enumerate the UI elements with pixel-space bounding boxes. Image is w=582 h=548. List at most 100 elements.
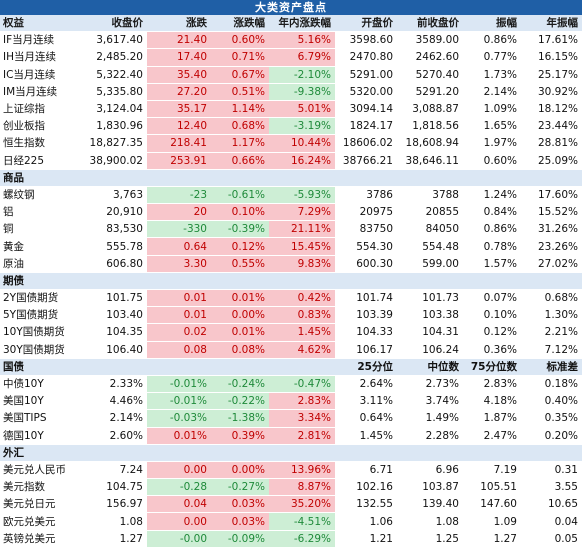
table-cell: 1.17% xyxy=(211,134,269,153)
column-header xyxy=(335,169,397,187)
table-cell: 2462.60 xyxy=(397,48,463,67)
column-header xyxy=(85,444,147,462)
row-label: 上证综指 xyxy=(0,100,85,119)
column-header xyxy=(269,358,335,376)
column-header: 年振幅 xyxy=(521,15,582,33)
row-label: 中债10Y xyxy=(0,375,85,394)
column-header xyxy=(85,358,147,376)
table-cell: 104.75 xyxy=(85,478,147,497)
column-header xyxy=(397,169,463,187)
section-header-row: 期债 xyxy=(0,272,582,291)
table-cell: -0.01% xyxy=(147,392,211,411)
section-title: 期债 xyxy=(0,272,85,291)
column-header: 年内涨跌幅 xyxy=(269,15,335,33)
table-cell: -0.24% xyxy=(211,375,269,394)
table-cell: -9.38% xyxy=(269,83,335,101)
column-header: 75分位数 xyxy=(463,358,521,376)
row-label: 美元指数 xyxy=(0,478,85,497)
table-cell: 7.19 xyxy=(463,461,521,480)
table-cell: 1.08 xyxy=(397,512,463,531)
data-table: 权益 收盘价 涨跌 涨跌幅 年内涨跌幅 开盘价 前收盘价 振幅 年振幅 IF当月连续 3,617.4… xyxy=(0,15,582,548)
table-cell: -5.93% xyxy=(269,186,335,205)
table-cell: 21.40 xyxy=(147,31,211,50)
table-cell: 0.39% xyxy=(211,427,269,445)
table-row: 美元指数 104.75 -0.28 -0.27% 8.87% 102.16 103.87 10… xyxy=(0,478,582,497)
table-cell: 3589.00 xyxy=(397,31,463,50)
table-cell: 101.74 xyxy=(335,289,397,308)
table-cell: 6.79% xyxy=(269,48,335,67)
table-cell: 12.40 xyxy=(147,117,211,136)
table-cell: 106.17 xyxy=(335,341,397,359)
table-cell: 0.01% xyxy=(147,427,211,445)
table-cell: 3598.60 xyxy=(335,31,397,50)
table-cell: 0.01 xyxy=(147,289,211,308)
table-cell: 0.04 xyxy=(521,512,582,531)
table-row: IF当月连续 3,617.40 21.40 0.60% 5.16% 3598.60 3589… xyxy=(0,31,582,50)
column-header: 中位数 xyxy=(397,358,463,376)
table-cell: 83,530 xyxy=(85,220,147,239)
row-label: 日经225 xyxy=(0,152,85,170)
table-cell: 84050 xyxy=(397,220,463,239)
table-cell: 1,818.56 xyxy=(397,117,463,136)
table-cell: 5291.00 xyxy=(335,66,397,84)
column-header: 收盘价 xyxy=(85,15,147,33)
table-cell: 0.12% xyxy=(463,323,521,342)
table-cell: 147.60 xyxy=(463,495,521,514)
table-cell: 2.28% xyxy=(397,427,463,445)
table-cell: 0.12% xyxy=(211,237,269,256)
section-title: 商品 xyxy=(0,169,85,187)
table-cell: -0.47% xyxy=(269,375,335,394)
table-cell: 17.40 xyxy=(147,48,211,67)
table-cell: 7.24 xyxy=(85,461,147,480)
table-cell: 0.67% xyxy=(211,66,269,84)
table-cell: 3,617.40 xyxy=(85,31,147,50)
table-cell: -0.09% xyxy=(211,530,269,548)
table-cell: 20 xyxy=(147,203,211,222)
table-cell: 30.92% xyxy=(521,83,582,101)
table-cell: 106.24 xyxy=(397,341,463,359)
column-header xyxy=(147,169,211,187)
table-row: 中债10Y 2.33% -0.01% -0.24% -0.47% 2.64% 2.73% 2.… xyxy=(0,375,582,394)
table-cell: 1824.17 xyxy=(335,117,397,136)
table-cell: 0.18% xyxy=(521,375,582,394)
table-cell: 13.96% xyxy=(269,461,335,480)
row-label: 美元兑日元 xyxy=(0,495,85,514)
table-cell: 4.46% xyxy=(85,392,147,411)
table-cell: 0.03% xyxy=(211,495,269,514)
table-cell: 0.64 xyxy=(147,237,211,256)
table-cell: 2.81% xyxy=(269,427,335,445)
row-label: 10Y国债期货 xyxy=(0,323,85,342)
table-cell: -0.00 xyxy=(147,530,211,548)
table-cell: 0.01% xyxy=(211,289,269,308)
table-cell: -0.27% xyxy=(211,478,269,497)
column-header xyxy=(397,444,463,462)
table-cell: 554.30 xyxy=(335,237,397,256)
table-cell: 0.01 xyxy=(147,306,211,325)
table-cell: 103.38 xyxy=(397,306,463,325)
table-cell: 0.68% xyxy=(211,117,269,136)
column-header xyxy=(85,169,147,187)
row-label: 英镑兑美元 xyxy=(0,530,85,548)
table-cell: 0.55% xyxy=(211,255,269,273)
table-cell: 2.14% xyxy=(463,83,521,101)
table-cell: 18,608.94 xyxy=(397,134,463,153)
table-cell: 2.83% xyxy=(269,392,335,411)
row-label: 美国10Y xyxy=(0,392,85,411)
table-cell: 0.71% xyxy=(211,48,269,67)
table-cell: 0.68% xyxy=(521,289,582,308)
table-cell: 5,322.40 xyxy=(85,66,147,84)
table-row: 原油 606.80 3.30 0.55% 9.83% 600.30 599.00 1.57% 2… xyxy=(0,255,582,273)
row-label: 原油 xyxy=(0,255,85,273)
table-cell: 8.87% xyxy=(269,478,335,497)
table-cell: 0.77% xyxy=(463,48,521,67)
table-cell: 5270.40 xyxy=(397,66,463,84)
table-cell: 0.36% xyxy=(463,341,521,359)
table-cell: 1,830.96 xyxy=(85,117,147,136)
table-row: 10Y国债期货 104.35 0.02 0.01% 1.45% 104.33 104.31 0… xyxy=(0,323,582,342)
table-cell: 20855 xyxy=(397,203,463,222)
table-row: IC当月连续 5,322.40 35.40 0.67% -2.10% 5291.00 527… xyxy=(0,66,582,84)
table-cell: 218.41 xyxy=(147,134,211,153)
table-cell: 101.75 xyxy=(85,289,147,308)
table-cell: 0.86% xyxy=(463,31,521,50)
